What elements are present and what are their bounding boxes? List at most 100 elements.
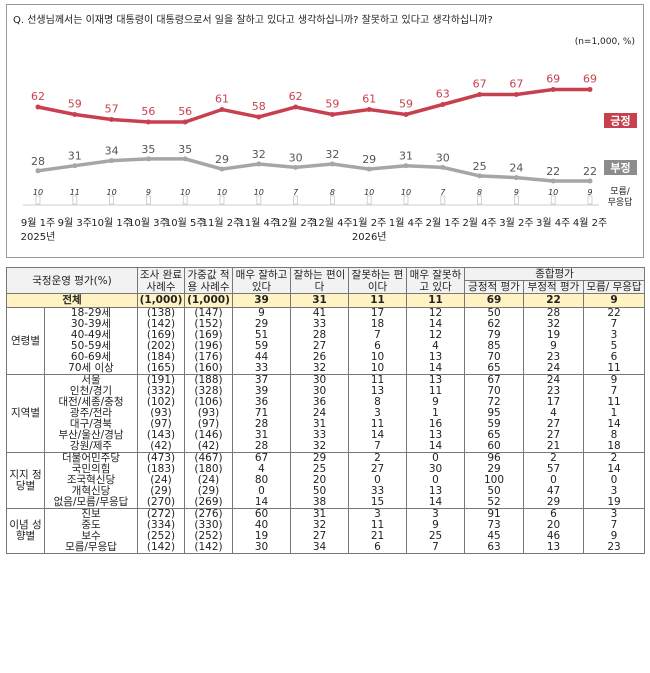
row-cell: (42) (184, 441, 233, 453)
row-cell: 14 (232, 497, 291, 509)
row-cell: 0 (582, 475, 646, 486)
positive-value-11: 63 (436, 88, 450, 101)
unknown-label-13: 9 (514, 188, 519, 197)
negative-point-14 (550, 178, 556, 184)
positive-value-8: 59 (325, 98, 339, 111)
negative-point-10 (403, 163, 409, 169)
x-tick-label-15: 4월 2주 (573, 217, 607, 229)
row-cell: 33 (232, 363, 291, 375)
table-row: 이념 성향별 진보 (272) (276) 60 31 3 3 91 6 3 (6, 508, 646, 554)
header-unknown: 모름/ 무응답 (582, 280, 646, 294)
unknown-bar-10 (403, 195, 409, 205)
row-cell: 32 (290, 441, 349, 453)
negative-value-6: 32 (252, 148, 266, 161)
unknown-label-2: 10 (107, 188, 117, 197)
row-cell: 28 (232, 441, 291, 453)
unknown-bar-13 (513, 195, 519, 205)
negative-value-8: 32 (325, 148, 339, 161)
table-row: 광주/전라 (93) (93) 71 24 3 1 95 4 1 (7, 408, 646, 419)
legend-unknown: 모름/무응답 (608, 186, 633, 208)
negative-value-1: 31 (68, 150, 82, 163)
group-label: 연령별 (6, 307, 45, 375)
table-row: 없음/모름/무응답 (270) (269) 14 38 15 14 52 29 19 (7, 497, 646, 509)
total-cell-3: 31 (290, 293, 349, 308)
unknown-bar-9 (366, 195, 372, 205)
table-row: 모름/무응답 (142) (142) 30 34 6 7 63 13 23 (7, 542, 646, 554)
negative-value-10: 31 (399, 150, 413, 163)
header-bad: 잘못하는 편이다 (348, 267, 407, 294)
positive-point-9 (366, 107, 372, 112)
negative-value-4: 35 (178, 143, 192, 156)
negative-line (37, 157, 590, 183)
positive-value-15: 69 (583, 73, 597, 86)
x-tick-label-7: 12월 2주 (275, 217, 316, 229)
unknown-label-12: 8 (477, 188, 482, 197)
unknown-bar-5 (219, 195, 225, 205)
negative-point-9 (366, 166, 372, 172)
row-cell: 19 (582, 497, 646, 509)
positive-point-3 (145, 119, 151, 125)
sample-note: (n=1,000, %) (574, 37, 635, 47)
row-cell: 34 (290, 542, 349, 554)
row-cell: 5 (582, 341, 646, 352)
unknown-bar-6 (256, 195, 262, 205)
positive-value-6: 58 (252, 100, 266, 113)
group-label: 이념 성향별 (6, 508, 45, 554)
x-tick-label-10: 1월 4주 (389, 217, 423, 229)
table-row: 40-49세 (169) (169) 51 28 7 12 79 19 3 (7, 330, 646, 341)
positive-point-1 (72, 112, 78, 117)
unknown-label-10: 10 (401, 188, 411, 197)
positive-value-3: 56 (141, 105, 155, 118)
negative-value-7: 30 (289, 151, 303, 164)
positive-point-12 (477, 92, 483, 97)
row-cell: 38 (290, 497, 349, 509)
legend-positive: 긍정 (610, 114, 630, 128)
row-cell: 2 (582, 452, 646, 464)
row-cell: 15 (348, 497, 407, 509)
x-tick-label-6: 11월 4주 (238, 217, 279, 229)
year-label-0: 2025년 (21, 231, 56, 243)
header-sample: 조사 완료 사례수 (137, 267, 185, 294)
negative-point-8 (329, 161, 335, 167)
row-cell: 22 (582, 307, 646, 319)
x-tick-label-0: 9월 1주 (21, 217, 55, 229)
unknown-label-3: 9 (146, 188, 151, 197)
row-cell: 7 (582, 520, 646, 531)
unknown-label-7: 7 (293, 188, 299, 197)
header-good: 잘하는 편이다 (290, 267, 349, 294)
row-label: 없음/모름/무응답 (44, 497, 138, 509)
total-cell-6: 69 (464, 293, 524, 308)
unknown-bar-1 (72, 195, 78, 205)
row-cell: 6 (348, 542, 407, 554)
x-tick-label-14: 3월 4주 (536, 217, 570, 229)
negative-value-2: 34 (105, 145, 119, 158)
x-tick-label-4: 10월 5주 (165, 217, 206, 229)
negative-point-6 (256, 161, 262, 167)
negative-point-4 (182, 156, 188, 162)
unknown-label-6: 10 (254, 188, 264, 197)
header-very-bad: 매우 잘못하고 있다 (406, 267, 465, 294)
table-row: 부산/울산/경남 (143) (146) 31 33 14 13 65 27 8 (7, 430, 646, 441)
negative-point-13 (513, 175, 519, 181)
unknown-label-5: 10 (217, 188, 227, 197)
table-row: 인천/경기 (332) (328) 39 30 13 11 70 23 7 (7, 386, 646, 397)
row-cell: 10 (348, 363, 407, 375)
x-tick-label-3: 10월 3주 (128, 217, 169, 229)
unknown-bar-2 (109, 195, 114, 205)
group-label: 지역별 (6, 374, 45, 453)
row-cell: 3 (582, 508, 646, 520)
positive-point-10 (403, 112, 409, 117)
x-tick-label-1: 9월 3주 (58, 217, 92, 229)
row-cell: 9 (582, 374, 646, 386)
table-body: 전체 (1,000) (1,000) 39 31 11 11 69 22 9 연령별 18-29세 (1… (6, 293, 646, 554)
total-cell-1: (1,000) (184, 293, 233, 308)
row-cell: 14 (406, 497, 465, 509)
positive-value-12: 67 (473, 78, 487, 91)
positive-point-6 (256, 114, 262, 120)
positive-point-2 (109, 117, 115, 122)
legend-negative-box (604, 160, 637, 175)
header-row-1: 국정운영 평가(%) 조사 완료 사례수 가중값 적용 사례수 매우 잘하고 있… (6, 267, 646, 294)
total-cell-0: (1,000) (137, 293, 185, 308)
table-row: 강원/제주 (42) (42) 28 32 7 14 60 21 18 (7, 441, 646, 453)
row-cell: 30 (232, 542, 291, 554)
